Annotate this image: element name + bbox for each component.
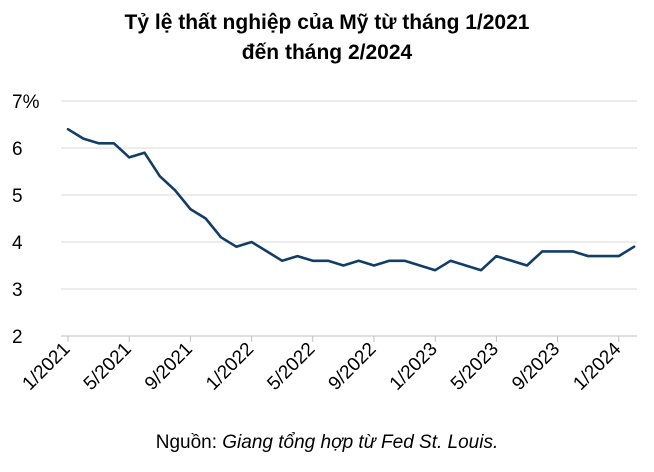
- y-tick-label-4: 4: [12, 233, 23, 254]
- x-tick-label-9/2022: 9/2022: [325, 339, 381, 395]
- grid-lines: [61, 100, 637, 290]
- series-layer: [66, 127, 636, 272]
- x-tick-label-1/2022: 1/2022: [202, 339, 258, 395]
- x-tick-label-5/2021: 5/2021: [80, 339, 136, 395]
- y-axis-tick-labels: 2 3 4 5 6 7%: [12, 92, 40, 348]
- x-tick-label-1/2021: 1/2021: [19, 339, 75, 395]
- y-tick-label-2: 2: [12, 327, 23, 348]
- x-tick-label-1/2023: 1/2023: [386, 339, 442, 395]
- x-axis-tick-labels: 1/2021 5/2021 9/2021 1/2022 5/2022 9/2022 1/20…: [19, 338, 626, 394]
- axes: [61, 335, 637, 342]
- x-tick-label-5/2022: 5/2022: [263, 339, 319, 395]
- y-tick-label-6: 6: [12, 139, 23, 160]
- x-tick-label-1/2024: 1/2024: [569, 338, 625, 394]
- y-tick-label-5: 5: [12, 186, 23, 207]
- x-tick-label-9/2023: 9/2023: [508, 339, 564, 395]
- source-label: Nguồn:: [155, 432, 223, 453]
- chart-title-line-1: Tỷ lệ thất nghiệp của Mỹ từ tháng 1/2021: [124, 11, 530, 34]
- x-tick-label-9/2021: 9/2021: [141, 339, 197, 395]
- chart-title: Tỷ lệ thất nghiệp của Mỹ từ tháng 1/2021…: [0, 8, 654, 68]
- x-tick-label-5/2023: 5/2023: [447, 339, 503, 395]
- y-tick-label-7: 7%: [12, 92, 40, 113]
- source-text: Giang tổng hợp từ Fed St. Louis.: [222, 432, 499, 453]
- chart-title-line-2: đến tháng 2/2024: [241, 41, 413, 64]
- y-tick-label-3: 3: [12, 280, 23, 301]
- unemployment-rate-line: [66, 127, 636, 272]
- source-note: Nguồn: Giang tổng hợp từ Fed St. Louis.: [0, 432, 654, 454]
